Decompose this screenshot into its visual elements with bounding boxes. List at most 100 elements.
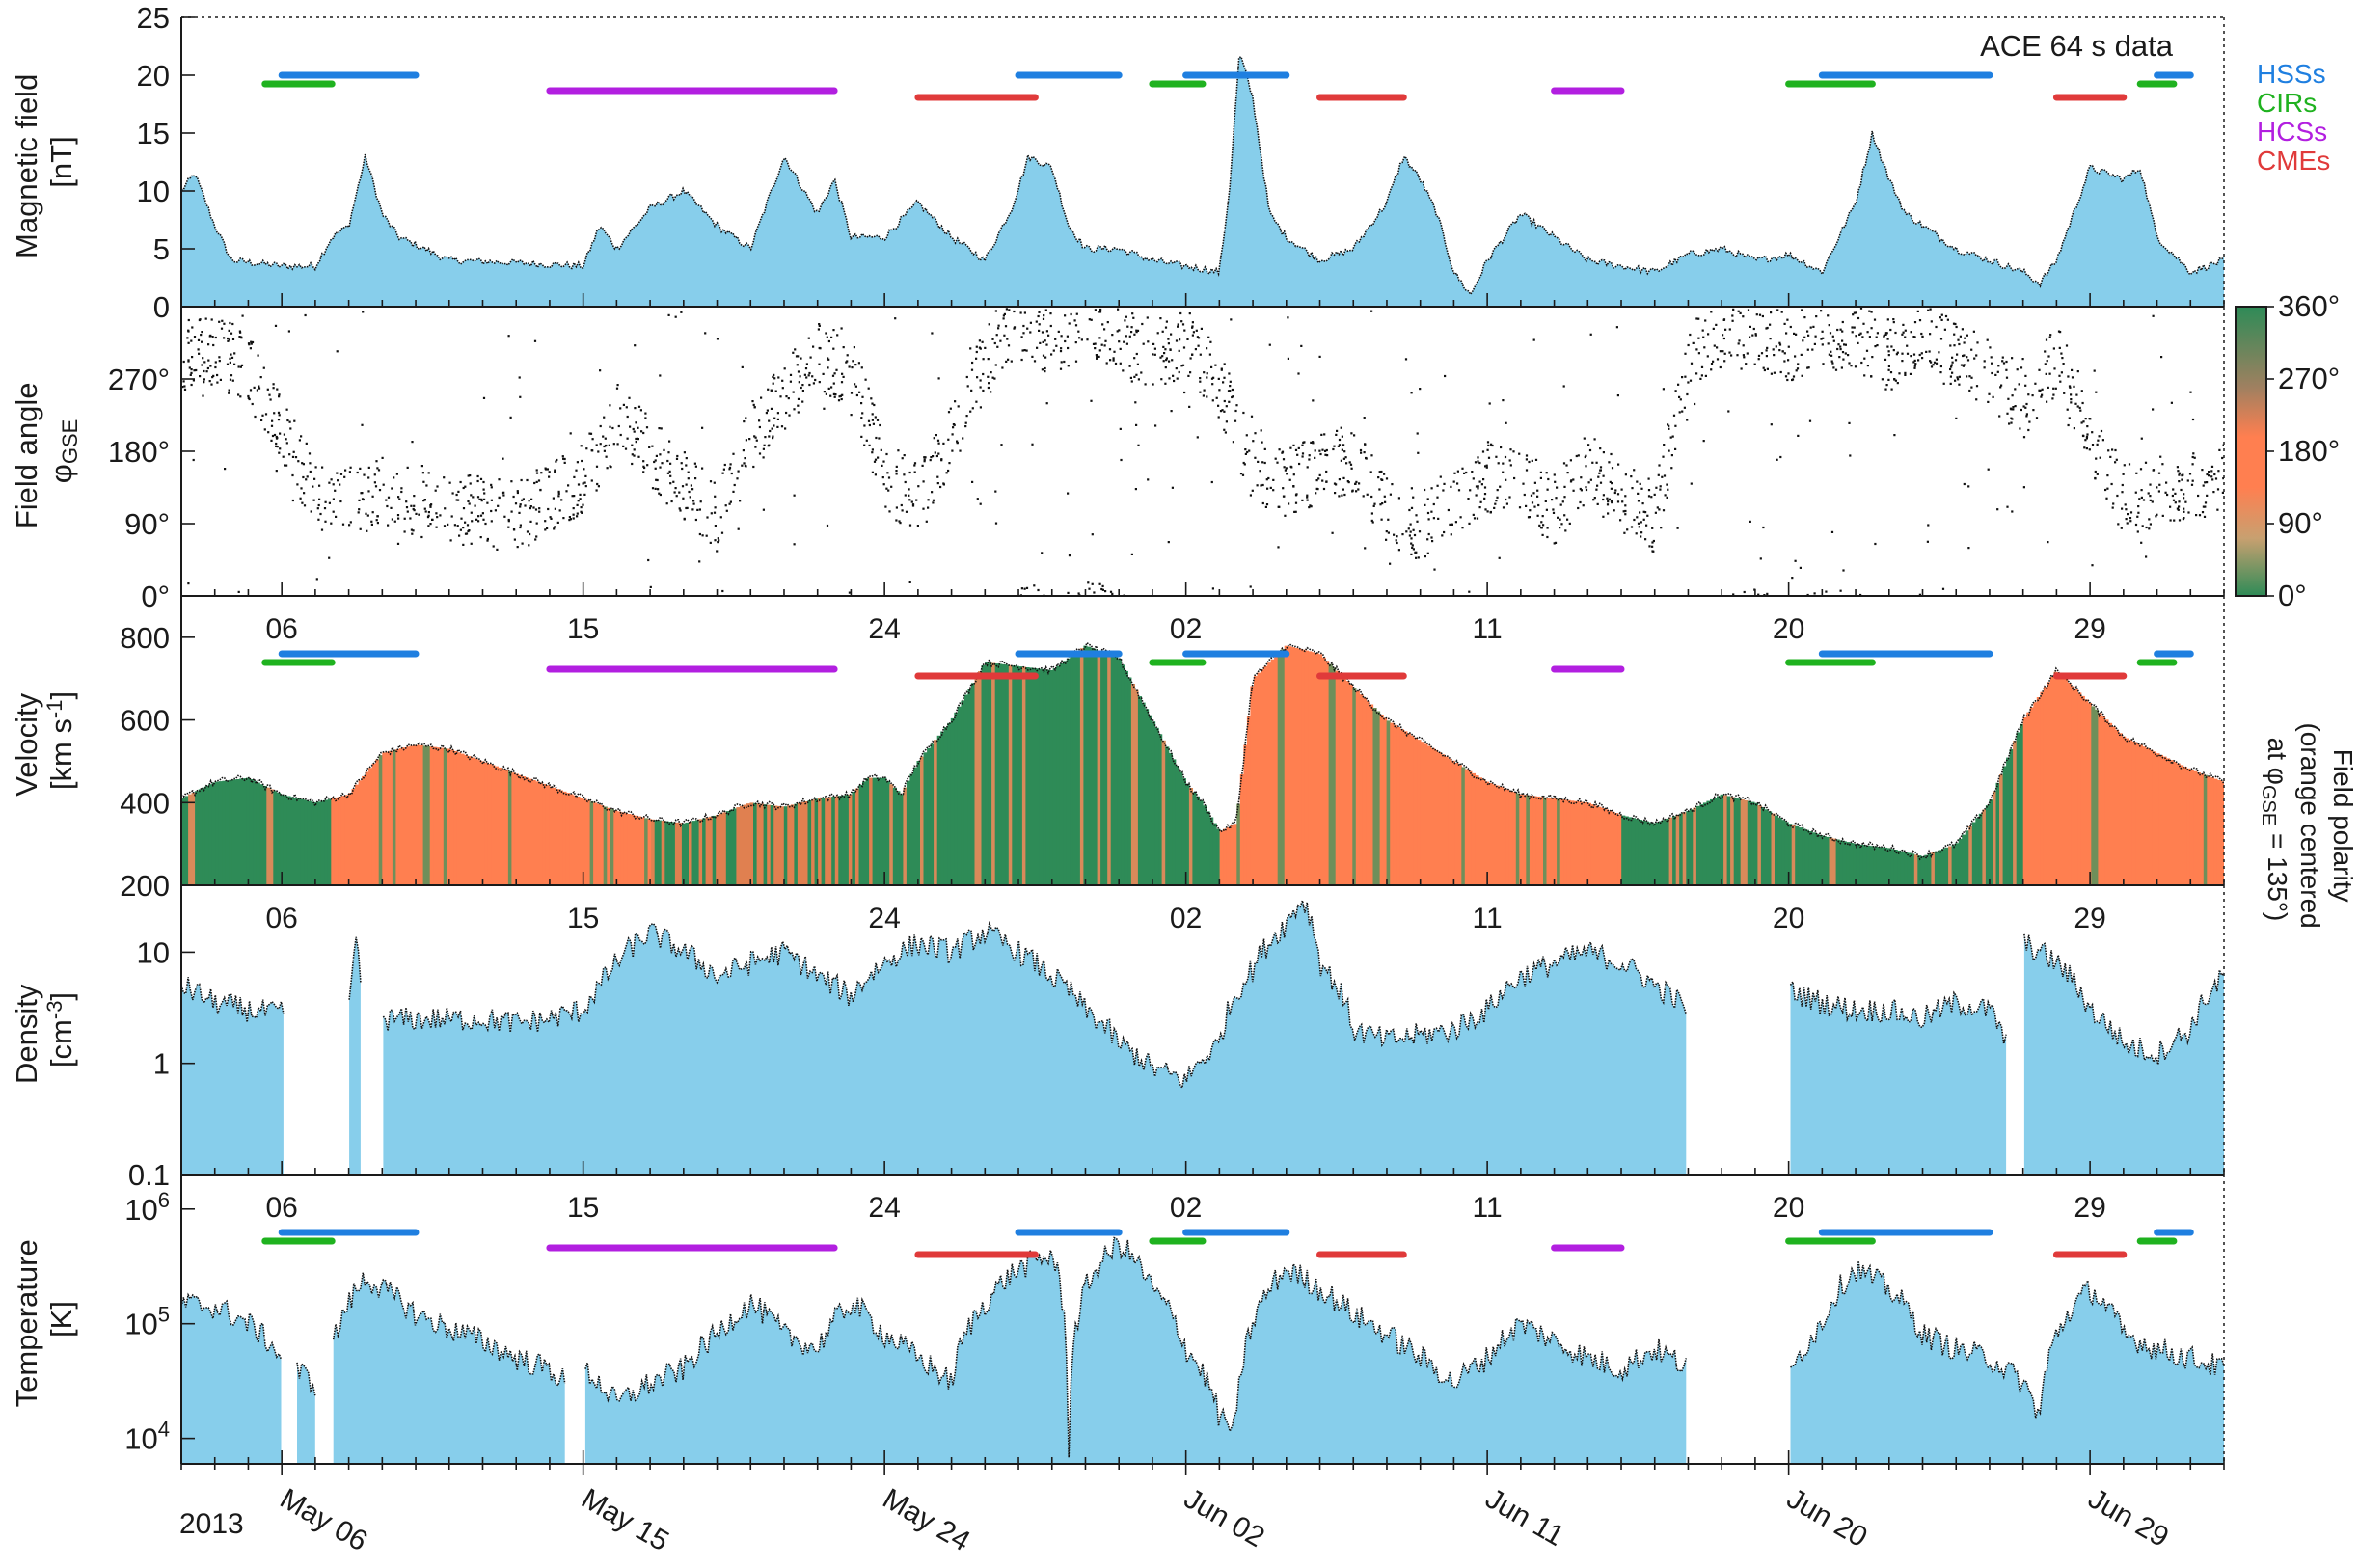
angle-point: [1023, 311, 1026, 314]
velocity-column: [1212, 823, 1217, 885]
angle-point: [1171, 359, 1174, 362]
velocity-column: [1461, 767, 1466, 885]
angle-point: [1410, 537, 1413, 540]
angle-point: [1437, 517, 1440, 520]
angle-point: [1801, 309, 1803, 311]
velocity-column: [2138, 744, 2143, 885]
angle-point: [2070, 398, 2073, 401]
angle-point: [1285, 467, 1288, 470]
angle-point: [2221, 491, 2224, 494]
velocity-column: [1993, 791, 1997, 885]
velocity-column: [1515, 793, 1520, 885]
velocity-column: [647, 819, 652, 885]
angle-point: [644, 412, 647, 415]
angle-point: [1674, 447, 1677, 450]
angle-point: [1806, 366, 1809, 369]
velocity-column: [1557, 798, 1561, 885]
angle-point: [1913, 321, 1917, 324]
angle-point: [1077, 330, 1080, 333]
angle-point: [772, 382, 774, 385]
angle-point: [871, 451, 874, 454]
angle-point: [2208, 474, 2210, 477]
velocity-column: [2013, 741, 2018, 885]
angle-point: [1351, 490, 1354, 493]
angle-point: [1301, 499, 1304, 501]
velocity-column: [262, 786, 267, 885]
velocity-column: [1230, 825, 1234, 885]
angle-point: [626, 437, 629, 440]
angle-point: [2177, 508, 2180, 511]
angle-point: [1054, 338, 1057, 340]
angle-point: [854, 383, 856, 386]
angle-point: [2159, 455, 2162, 458]
angle-point: [1010, 360, 1013, 363]
angle-point: [1023, 349, 1026, 352]
angle-point: [1927, 309, 1930, 311]
angle-point: [1180, 320, 1183, 323]
velocity-column: [1454, 763, 1459, 885]
angle-point: [714, 506, 717, 509]
angle-point: [546, 527, 549, 529]
velocity-column: [1931, 852, 1936, 885]
angle-point: [1266, 487, 1269, 490]
angle-point: [1827, 314, 1830, 317]
angle-point: [846, 354, 849, 357]
angle-point: [2054, 387, 2057, 390]
angle-point: [1913, 359, 1916, 362]
angle-point: [826, 336, 828, 338]
velocity-column: [1076, 650, 1081, 885]
angle-point: [1885, 384, 1888, 387]
angle-point: [557, 490, 560, 493]
angle-point: [1002, 317, 1005, 320]
angle-point: [1087, 581, 1090, 584]
angle-point: [1935, 362, 1939, 365]
angle-point: [1294, 448, 1298, 451]
angle-point: [2210, 470, 2213, 473]
angle-point: [230, 332, 233, 335]
velocity-column: [967, 689, 972, 885]
angle-point: [1731, 314, 1734, 317]
angle-point: [1508, 496, 1511, 499]
angle-point: [1370, 310, 1373, 312]
angle-point: [739, 500, 742, 502]
y-tick-label: 180°: [108, 435, 170, 469]
angle-point: [1168, 360, 1171, 363]
velocity-column: [1563, 799, 1568, 885]
velocity-column: [311, 801, 315, 885]
velocity-column: [1056, 665, 1061, 885]
angle-point: [1754, 333, 1757, 336]
angle-point: [1700, 374, 1703, 377]
velocity-column: [304, 799, 309, 885]
angle-point: [1229, 380, 1232, 383]
velocity-column: [627, 814, 632, 885]
angle-point: [2071, 376, 2074, 379]
angle-point: [349, 521, 352, 524]
angle-point: [2022, 436, 2026, 439]
angle-point: [1640, 521, 1642, 524]
angle-point: [900, 503, 903, 507]
angle-point: [1211, 587, 1214, 590]
angle-point: [1697, 337, 1700, 339]
velocity-column: [1621, 815, 1626, 885]
angle-point: [2025, 402, 2028, 406]
angle-point: [1092, 342, 1096, 345]
angle-point: [982, 358, 985, 361]
velocity-column: [934, 740, 938, 885]
velocity-column: [1376, 711, 1381, 885]
velocity-column: [2040, 691, 2045, 885]
angle-point: [1743, 356, 1746, 359]
velocity-column: [1672, 816, 1677, 885]
velocity-column: [1110, 655, 1115, 885]
angle-point: [1252, 440, 1255, 443]
angle-point: [2061, 357, 2064, 360]
angle-point: [2124, 503, 2127, 506]
angle-point: [1722, 337, 1725, 340]
trace-line-density: [348, 936, 362, 1000]
velocity-column: [2189, 770, 2194, 885]
velocity-column: [2104, 719, 2109, 885]
angle-point: [460, 517, 463, 520]
angle-point: [679, 509, 682, 512]
angle-point: [1692, 341, 1695, 344]
velocity-column: [1281, 649, 1286, 885]
angle-point: [1177, 323, 1180, 326]
